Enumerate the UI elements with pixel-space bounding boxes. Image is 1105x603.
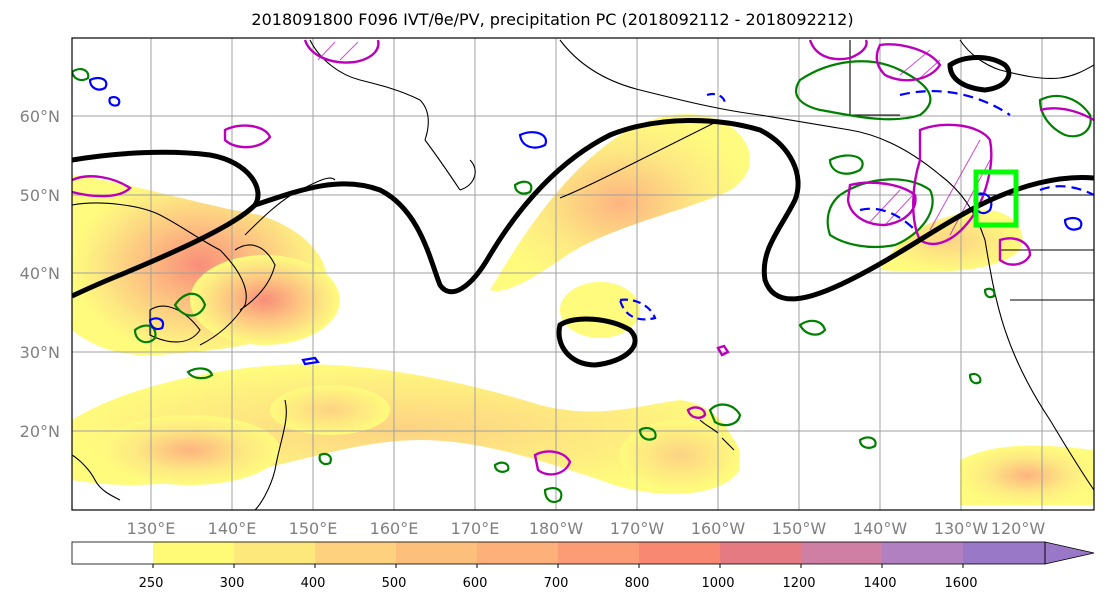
colorbar-label-800: 800 (625, 576, 650, 591)
lat-label-60: 60°N (20, 107, 60, 126)
colorbar-ticks (152, 564, 964, 568)
colorbar-segment (720, 542, 801, 564)
lat-label-40: 40°N (20, 264, 60, 283)
colorbar: 250 300 400 500 600 700 800 1000 1200 14… (71, 541, 1095, 591)
colorbar-segment (558, 542, 639, 564)
colorbar-label-1400: 1400 (863, 576, 896, 591)
pv-hatching (317, 41, 991, 236)
colorbar-segment (882, 542, 963, 564)
colorbar-segment (801, 542, 882, 564)
colorbar-label-1200: 1200 (782, 576, 815, 591)
coastlines (72, 39, 1094, 510)
lon-label-140w: 140°W (853, 519, 908, 538)
colorbar-label-250: 250 (139, 576, 164, 591)
graticule (72, 38, 1094, 510)
lon-label-160e: 160°E (370, 519, 419, 538)
colorbar-segment (963, 542, 1045, 564)
latitude-labels: 60°N 50°N 40°N 30°N 20°N (20, 107, 60, 441)
lon-label-140e: 140°E (208, 519, 257, 538)
longitude-labels: 130°E 140°E 150°E 160°E 170°E 180°W 170°… (127, 519, 1046, 538)
colorbar-segment (72, 542, 153, 564)
pv-positive-contours (72, 39, 1094, 476)
lon-label-160w: 160°W (691, 519, 746, 538)
colorbar-label-1000: 1000 (701, 576, 734, 591)
colorbar-segment (234, 542, 315, 564)
lon-label-170e: 170°E (451, 519, 500, 538)
colorbar-segment (639, 542, 720, 564)
colorbar-label-500: 500 (382, 576, 407, 591)
colorbar-label-300: 300 (220, 576, 245, 591)
colorbar-segments (72, 542, 1045, 564)
lon-label-180w: 180°W (529, 519, 584, 538)
colorbar-label-600: 600 (463, 576, 488, 591)
lat-label-30: 30°N (20, 343, 60, 362)
colorbar-segment (315, 542, 396, 564)
map-title: 2018091800 F096 IVT/θe/PV, precipitation… (251, 10, 854, 29)
highlight-box (973, 169, 1019, 228)
colorbar-segment (477, 542, 558, 564)
colorbar-label-400: 400 (301, 576, 326, 591)
precip-pc-contours (72, 60, 1092, 504)
lat-label-20: 20°N (20, 422, 60, 441)
colorbar-segment (396, 542, 477, 564)
map-border (71, 37, 1095, 511)
colorbar-label-700: 700 (544, 576, 569, 591)
lon-label-120w: 120°W (991, 519, 1046, 538)
theta-e-contours (72, 55, 1094, 368)
lon-label-130w: 130°W (934, 519, 989, 538)
lat-label-50: 50°N (20, 186, 60, 205)
colorbar-segment (153, 542, 234, 564)
colorbar-labels: 250 300 400 500 600 700 800 1000 1200 14… (139, 576, 978, 591)
colorbar-label-1600: 1600 (944, 576, 977, 591)
colorbar-extend-arrow (1044, 541, 1095, 565)
lon-label-130e: 130°E (127, 519, 176, 538)
lon-label-150e: 150°E (289, 519, 338, 538)
lon-label-150w: 150°W (772, 519, 827, 538)
lon-label-170w: 170°W (610, 519, 665, 538)
